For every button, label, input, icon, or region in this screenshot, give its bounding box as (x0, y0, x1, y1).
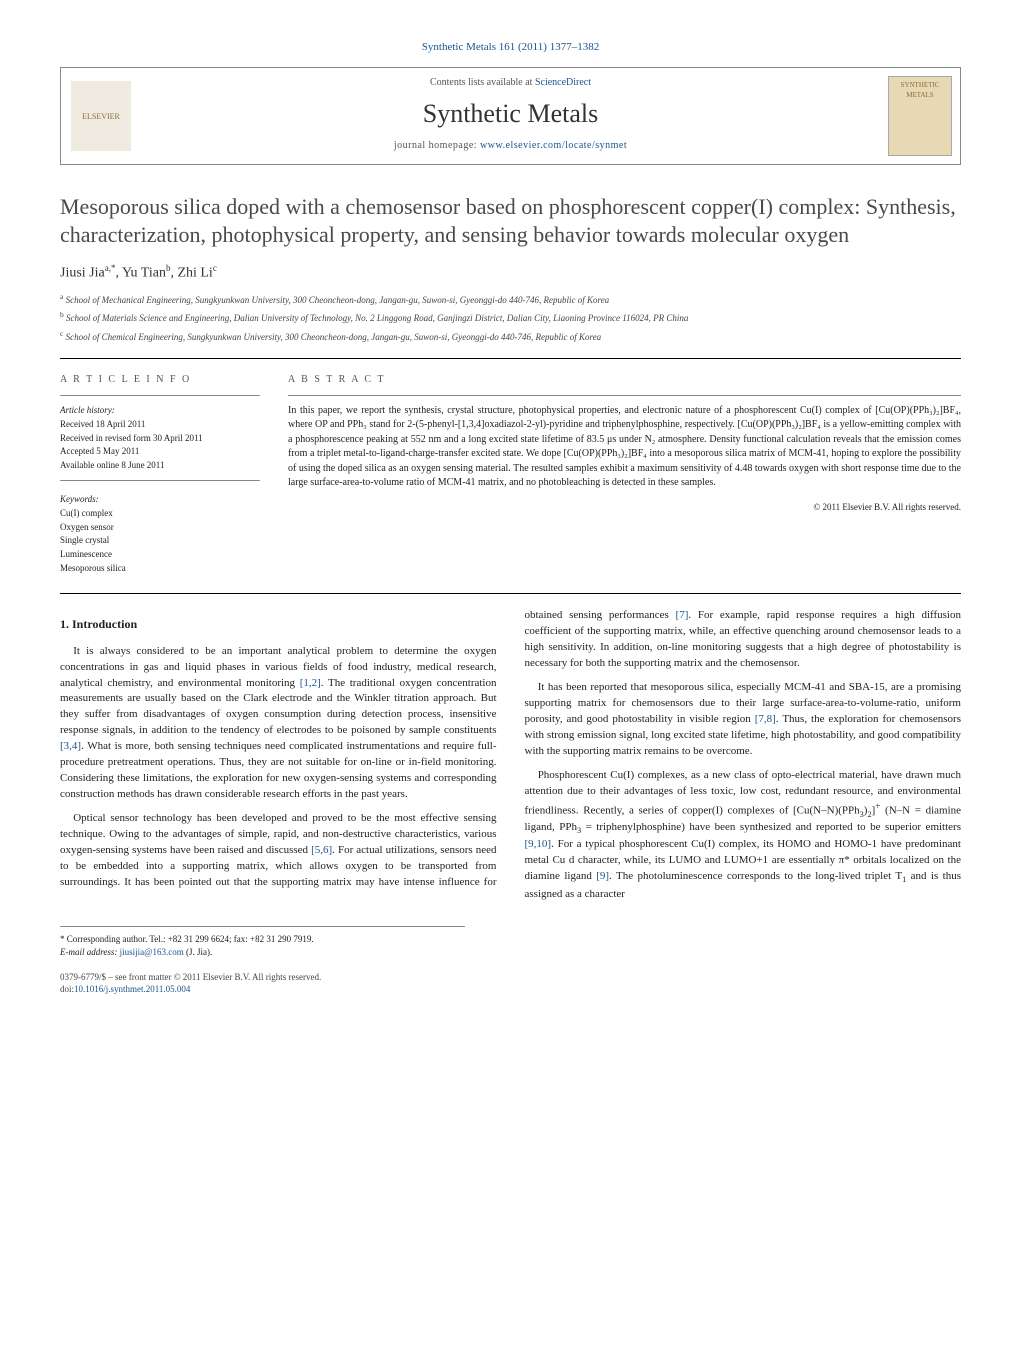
history-accepted: Accepted 5 May 2011 (60, 445, 260, 458)
abstract-heading: A B S T R A C T (288, 373, 961, 387)
corresponding-author-line: * Corresponding author. Tel.: +82 31 299… (60, 933, 465, 946)
elsevier-logo: ELSEVIER (71, 81, 131, 151)
abstract-divider (288, 395, 961, 396)
abstract-copyright: © 2011 Elsevier B.V. All rights reserved… (288, 501, 961, 514)
author-3-affil: c (213, 263, 217, 273)
publisher-logo-cell: ELSEVIER (61, 68, 141, 164)
author-3: Zhi Li (177, 266, 212, 281)
corresponding-author-footnote: * Corresponding author. Tel.: +82 31 299… (60, 926, 465, 958)
keyword-2: Oxygen sensor (60, 521, 260, 534)
history-online: Available online 8 June 2011 (60, 459, 260, 472)
article-body: 1. Introduction It is always considered … (60, 608, 961, 902)
homepage-label: journal homepage: (394, 140, 477, 151)
doi-link[interactable]: 10.1016/j.synthmet.2011.05.004 (74, 984, 190, 994)
ref-link-9-10[interactable]: [9,10] (525, 838, 552, 850)
ref-link-3-4[interactable]: [3,4] (60, 740, 81, 752)
article-meta-row: A R T I C L E I N F O Article history: R… (60, 373, 961, 576)
journal-homepage-line: journal homepage: www.elsevier.com/locat… (141, 139, 880, 153)
history-label: Article history: (60, 404, 260, 417)
corresponding-email-link[interactable]: jiusijia@163.com (120, 947, 184, 957)
affiliation-c: c School of Chemical Engineering, Sungky… (60, 329, 961, 344)
intro-para-1: It is always considered to be an importa… (60, 644, 497, 803)
corresponding-email-line: E-mail address: jiusijia@163.com (J. Jia… (60, 946, 465, 959)
email-who: (J. Jia). (186, 947, 212, 957)
homepage-link[interactable]: www.elsevier.com/locate/synmet (480, 140, 627, 151)
keyword-5: Mesoporous silica (60, 562, 260, 575)
intro-para-3: It has been reported that mesoporous sil… (525, 680, 962, 760)
history-revised: Received in revised form 30 April 2011 (60, 432, 260, 445)
doi-label: doi: (60, 984, 74, 994)
ref-link-9[interactable]: [9] (596, 870, 609, 882)
page-bottom-meta: 0379-6779/$ – see front matter © 2011 El… (60, 971, 961, 996)
journal-title: Synthetic Metals (141, 96, 880, 132)
ref-link-5-6[interactable]: [5,6] (311, 844, 332, 856)
journal-cover-thumbnail: SYNTHETIC METALS (888, 76, 952, 156)
keywords-label: Keywords: (60, 493, 260, 506)
abstract-text: In this paper, we report the synthesis, … (288, 404, 961, 491)
article-info-block: A R T I C L E I N F O Article history: R… (60, 373, 260, 576)
author-2: Yu Tian (122, 266, 166, 281)
doi-line: doi:10.1016/j.synthmet.2011.05.004 (60, 983, 961, 996)
contents-available-text: Contents lists available at (430, 77, 532, 88)
author-list: Jiusi Jiaa,*, Yu Tianb, Zhi Lic (60, 262, 961, 283)
author-2-affil: b (166, 263, 171, 273)
keyword-3: Single crystal (60, 534, 260, 547)
divider-rule-2 (60, 593, 961, 594)
section-1-heading: 1. Introduction (60, 616, 497, 633)
author-1: Jiusi Jia (60, 266, 105, 281)
keyword-1: Cu(I) complex (60, 507, 260, 520)
ref-link-7-8[interactable]: [7,8] (755, 713, 776, 725)
author-1-affil: a,* (105, 263, 116, 273)
affiliation-b: b School of Materials Science and Engine… (60, 310, 961, 325)
article-info-heading: A R T I C L E I N F O (60, 373, 260, 387)
ref-link-7[interactable]: [7] (676, 609, 689, 621)
keyword-4: Luminescence (60, 548, 260, 561)
citation-link[interactable]: Synthetic Metals 161 (2011) 1377–1382 (422, 41, 599, 53)
running-head: Synthetic Metals 161 (2011) 1377–1382 (60, 40, 961, 55)
info-divider-2 (60, 480, 260, 481)
info-divider (60, 395, 260, 396)
email-label: E-mail address: (60, 947, 117, 957)
affiliation-a: a School of Mechanical Engineering, Sung… (60, 292, 961, 307)
divider-rule (60, 358, 961, 359)
history-received: Received 18 April 2011 (60, 418, 260, 431)
abstract-block: A B S T R A C T In this paper, we report… (288, 373, 961, 576)
article-title: Mesoporous silica doped with a chemosens… (60, 193, 961, 248)
contents-available-line: Contents lists available at ScienceDirec… (141, 76, 880, 90)
intro-para-4: Phosphorescent Cu(I) complexes, as a new… (525, 768, 962, 903)
journal-header-box: ELSEVIER Contents lists available at Sci… (60, 67, 961, 165)
sciencedirect-link[interactable]: ScienceDirect (535, 77, 591, 88)
issn-line: 0379-6779/$ – see front matter © 2011 El… (60, 971, 961, 984)
cover-thumb-cell: SYNTHETIC METALS (880, 68, 960, 164)
ref-link-1-2[interactable]: [1,2] (300, 677, 321, 689)
journal-header-center: Contents lists available at ScienceDirec… (141, 68, 880, 164)
